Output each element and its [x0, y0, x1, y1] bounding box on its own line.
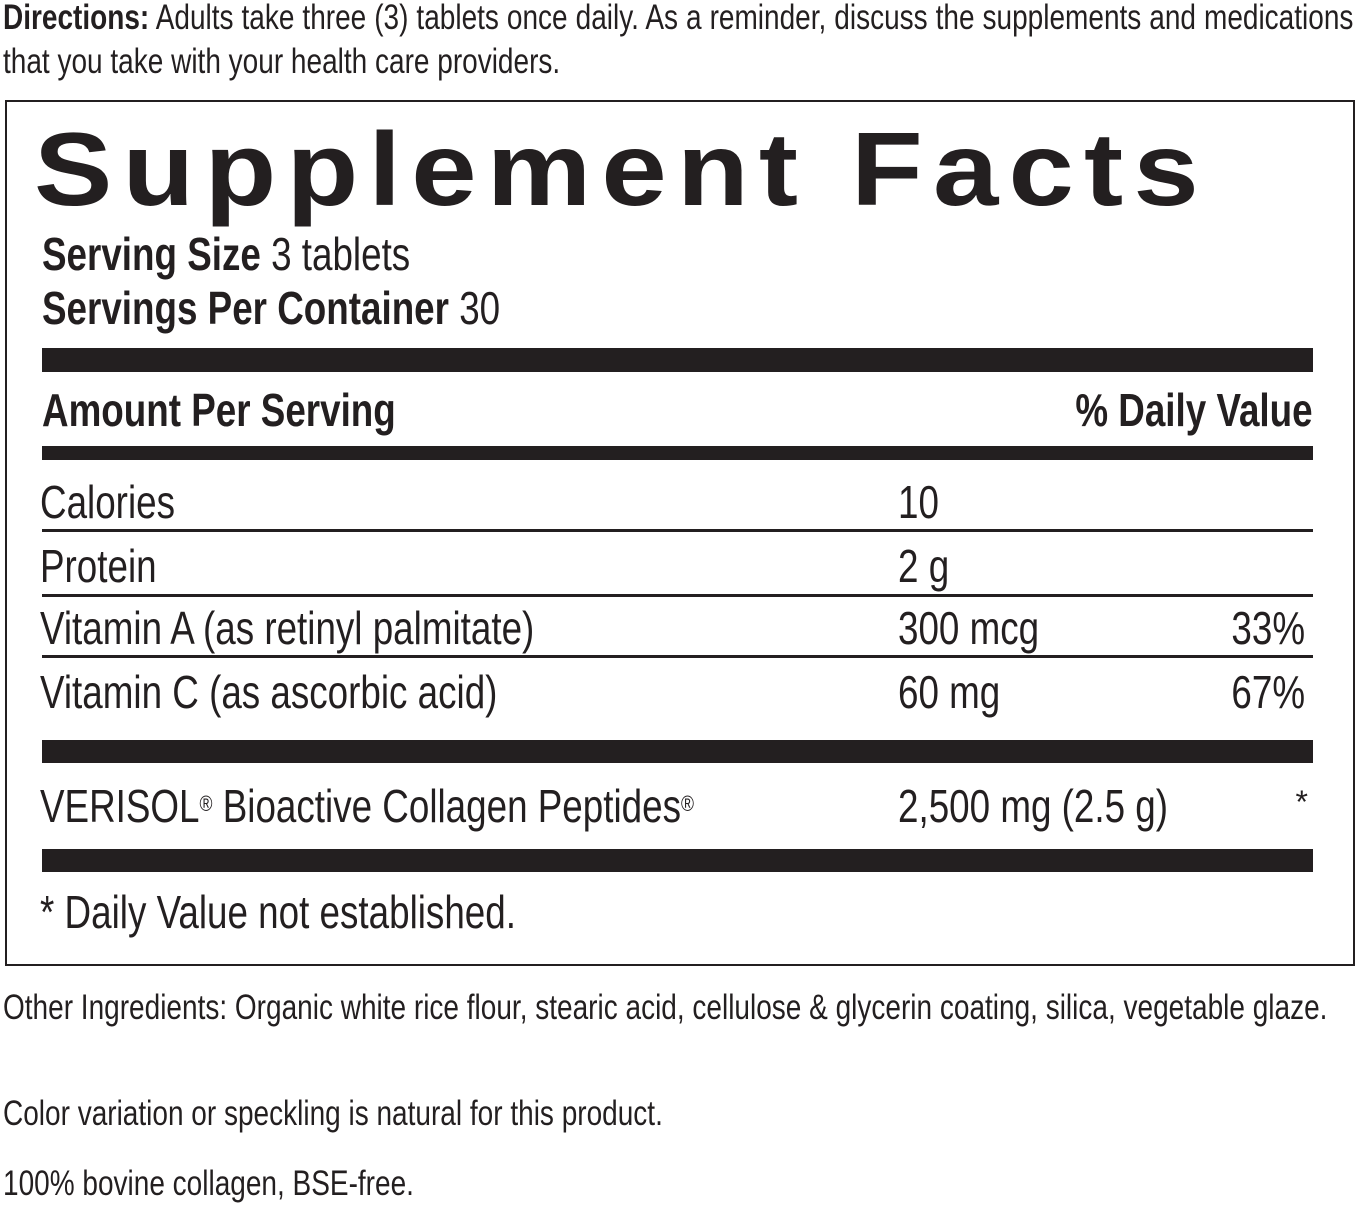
servings-label: Servings Per Container [42, 282, 449, 334]
row-divider [42, 594, 1313, 597]
nutrient-dv: 67% [1231, 666, 1305, 718]
registered-mark: ® [199, 791, 213, 816]
serving-size: Serving Size 3 tablets [42, 228, 410, 280]
other-ingredients: Other Ingredients: Organic white rice fl… [3, 988, 1328, 1027]
bovine-note: 100% bovine collagen, BSE-free. [3, 1164, 414, 1203]
registered-mark: ® [680, 791, 694, 816]
servings-per-container: Servings Per Container 30 [42, 282, 500, 334]
directions-label: Directions: [3, 0, 150, 37]
directions-text: Adults take three (3) tablets once daily… [3, 0, 1354, 81]
thick-divider [42, 348, 1313, 372]
row-divider [42, 655, 1313, 658]
verisol-product: Bioactive Collagen Peptides [212, 780, 681, 832]
color-note: Color variation or speckling is natural … [3, 1094, 663, 1133]
medium-divider [42, 446, 1313, 460]
thick-divider [42, 849, 1313, 872]
nutrient-name: Calories [40, 476, 175, 528]
thick-divider [42, 740, 1313, 763]
nutrient-amount: 60 mg [898, 666, 1001, 718]
serving-size-value: 3 tablets [260, 228, 411, 280]
verisol-name: VERISOL® Bioactive Collagen Peptides® [40, 780, 694, 832]
verisol-dv: * [1295, 784, 1308, 820]
nutrient-name: Vitamin C (as ascorbic acid) [40, 666, 498, 718]
verisol-amount: 2,500 mg (2.5 g) [898, 780, 1169, 832]
panel-title: Supplement Facts [34, 112, 1209, 228]
serving-size-label: Serving Size [42, 228, 261, 280]
row-divider [42, 529, 1313, 532]
footnote: * Daily Value not established. [40, 886, 516, 938]
nutrient-amount: 300 mcg [898, 602, 1040, 654]
nutrient-name: Protein [40, 540, 157, 592]
supplement-facts-panel [5, 100, 1355, 966]
nutrient-amount: 2 g [898, 540, 950, 592]
servings-value: 30 [448, 282, 501, 334]
daily-value-header: % Daily Value [1075, 384, 1313, 436]
nutrient-dv: 33% [1231, 602, 1305, 654]
amount-per-serving-header: Amount Per Serving [42, 384, 396, 436]
nutrient-name: Vitamin A (as retinyl palmitate) [40, 602, 535, 654]
nutrient-amount: 10 [898, 476, 939, 528]
directions: Directions: Adults take three (3) tablet… [3, 0, 1353, 84]
verisol-brand: VERISOL [40, 780, 200, 832]
